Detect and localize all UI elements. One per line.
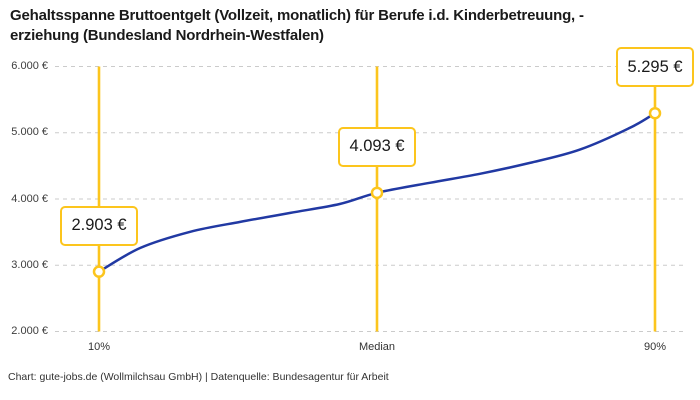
chart-footer: Chart: gute-jobs.de (Wollmilchsau GmbH) … [8,371,389,383]
y-axis-tick-label: 3.000 € [11,258,48,271]
value-label-box: 4.093 € [338,126,416,167]
data-point-marker [92,265,106,278]
data-point-marker [370,186,384,200]
y-axis-tick-label: 2.000 € [11,325,48,337]
value-label: 5.295 € [627,57,683,76]
y-axis-tick-label: 6.000 € [11,60,48,72]
y-axis-tick-label: 5.000 € [11,126,48,139]
data-point-marker [648,106,662,120]
x-axis-tick-label: 90% [643,341,667,353]
value-label: 4.093 € [349,137,405,156]
value-label: 2.903 € [71,216,127,235]
chart-title-line1: Gehaltsspanne Bruttoentgelt (Vollzeit, m… [10,7,584,24]
chart-title: Gehaltsspanne Bruttoentgelt (Vollzeit, m… [10,6,696,46]
value-label-box: 5.295 € [616,47,694,88]
y-axis-tick-label: 4.000 € [11,192,48,205]
chart-title-line2: erziehung (Bundesland Nordrhein-Westfale… [10,27,324,44]
x-axis-tick-label: Median [358,341,396,353]
x-axis-tick-label: 10% [87,341,111,353]
value-label-box: 2.903 € [60,205,138,246]
